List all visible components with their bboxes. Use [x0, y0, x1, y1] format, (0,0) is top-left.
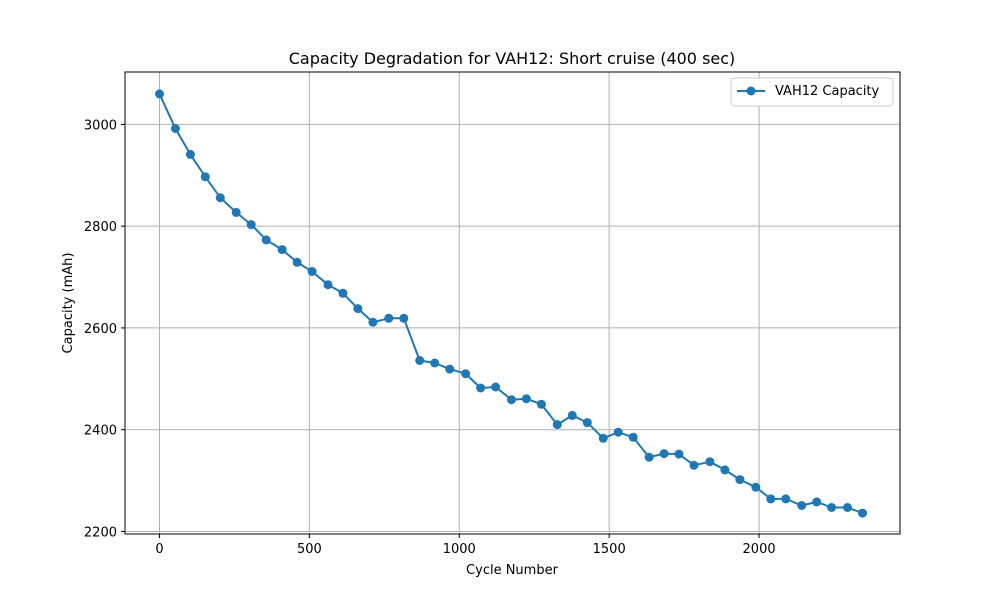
data-point [582, 418, 592, 428]
data-point [812, 497, 822, 507]
data-point [491, 382, 501, 392]
data-point [246, 220, 256, 230]
y-tick-label: 2200 [84, 525, 117, 540]
y-tick-label: 2600 [84, 322, 117, 337]
data-point [781, 494, 791, 504]
data-point [705, 457, 715, 467]
x-tick-label: 1000 [443, 542, 476, 557]
data-point [536, 399, 546, 409]
data-point [644, 452, 654, 462]
x-tick-label: 0 [155, 542, 163, 557]
data-point [598, 433, 608, 443]
x-tick-label: 1500 [593, 542, 626, 557]
data-point [185, 149, 195, 159]
data-point [323, 280, 333, 290]
data-point [476, 383, 486, 393]
chart-title: Capacity Degradation for VAH12: Short cr… [289, 49, 736, 68]
data-point [674, 449, 684, 459]
data-point [507, 395, 516, 405]
data-point [797, 501, 807, 510]
data-point [628, 432, 638, 442]
data-point [200, 172, 210, 182]
legend: VAH12 Capacity [730, 77, 894, 107]
data-point [399, 313, 409, 323]
legend-box [730, 77, 894, 107]
y-axis-label: Capacity (mAh) [61, 253, 76, 354]
data-point [720, 465, 730, 475]
data-point [215, 193, 225, 203]
data-point [277, 245, 287, 255]
data-point [659, 449, 669, 459]
data-point [155, 89, 164, 99]
data-point [170, 124, 180, 133]
tick-layer: 0 500 1000 1500 2000 2200 2400 2600 2800 3000 [84, 118, 776, 557]
series-layer [155, 89, 867, 518]
data-point [843, 503, 852, 512]
x-tick-label: 500 [297, 542, 322, 557]
data-point [338, 288, 348, 298]
plot-background [125, 72, 900, 534]
data-point [521, 394, 531, 404]
x-tick-label: 2000 [743, 542, 776, 557]
plot-frame [124, 71, 901, 535]
y-tick-label: 2400 [84, 424, 117, 439]
y-tick-label: 2800 [84, 220, 117, 235]
data-point [613, 427, 623, 437]
y-tick-label: 3000 [84, 118, 117, 133]
data-point [689, 460, 699, 470]
data-point [567, 410, 577, 420]
data-point [461, 369, 471, 379]
legend-label: VAH12 Capacity [775, 84, 880, 99]
data-point [368, 317, 378, 327]
data-point [735, 475, 745, 485]
data-point [766, 494, 776, 504]
data-point [353, 304, 363, 314]
data-point [307, 267, 317, 276]
data-point [384, 313, 394, 323]
data-point [552, 420, 562, 430]
data-point [858, 508, 867, 518]
data-point [430, 358, 440, 368]
data-point [231, 207, 241, 217]
grid-layer [125, 72, 900, 534]
data-point [751, 482, 761, 492]
data-point [827, 503, 837, 512]
x-axis-label: Cycle Number [466, 563, 559, 578]
data-point [261, 235, 271, 245]
legend-marker [746, 86, 756, 96]
data-point [445, 364, 455, 374]
data-point [415, 356, 425, 365]
data-point [292, 257, 302, 267]
